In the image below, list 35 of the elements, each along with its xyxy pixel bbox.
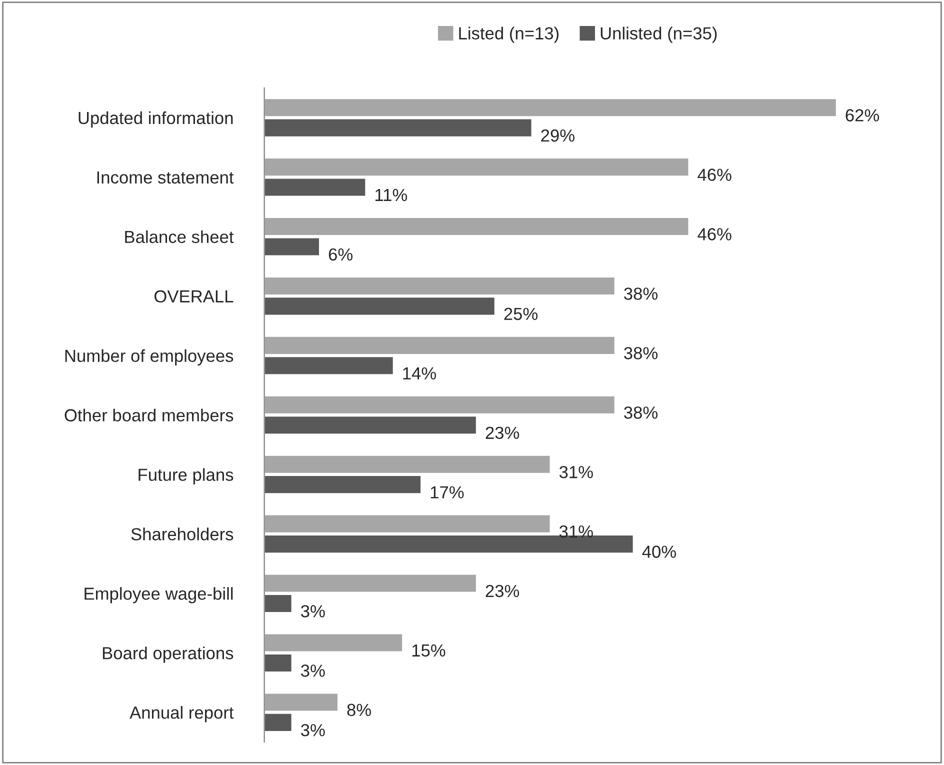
y-tick-label: Other board members <box>64 408 234 422</box>
y-tick-label: Employee wage-bill <box>84 587 233 604</box>
data-label: 14% <box>403 367 436 380</box>
data-label: 31% <box>559 525 593 538</box>
legend-label: Listed (n=13) <box>459 26 559 43</box>
y-tick-label: Future plans <box>138 468 234 484</box>
data-label: 3% <box>301 664 325 677</box>
data-label: 11% <box>376 188 408 202</box>
data-label: 38% <box>624 406 658 419</box>
y-tick-label: Balance sheet <box>125 230 234 244</box>
data-label: 6% <box>328 248 353 261</box>
data-label: 46% <box>698 228 732 240</box>
data-label: 40% <box>642 546 676 558</box>
y-tick-label: Updated information <box>78 111 233 128</box>
data-label: 62% <box>846 109 880 122</box>
data-label: 3% <box>301 724 325 736</box>
data-label: 46% <box>698 168 732 181</box>
data-label: 3% <box>301 605 325 618</box>
y-tick-label: OVERALL <box>154 290 234 303</box>
data-label: 38% <box>624 288 658 300</box>
y-tick-label: Board operations <box>102 646 234 663</box>
y-tick-label: Annual report <box>130 706 234 722</box>
data-label: 25% <box>504 308 538 320</box>
legend-label: Unlisted (n=35) <box>600 26 717 43</box>
y-tick-label: Number of employees <box>65 349 234 366</box>
y-tick-label: Shareholders <box>131 528 234 540</box>
data-label: 31% <box>559 466 593 478</box>
data-label: 15% <box>412 644 446 657</box>
y-tick-label: Income statement <box>97 172 234 184</box>
data-label: 23% <box>486 426 520 439</box>
data-label: 29% <box>541 129 574 142</box>
data-label: 17% <box>430 486 464 498</box>
data-label: 23% <box>486 584 520 598</box>
data-label: 8% <box>347 704 371 716</box>
data-label: 38% <box>624 347 658 360</box>
